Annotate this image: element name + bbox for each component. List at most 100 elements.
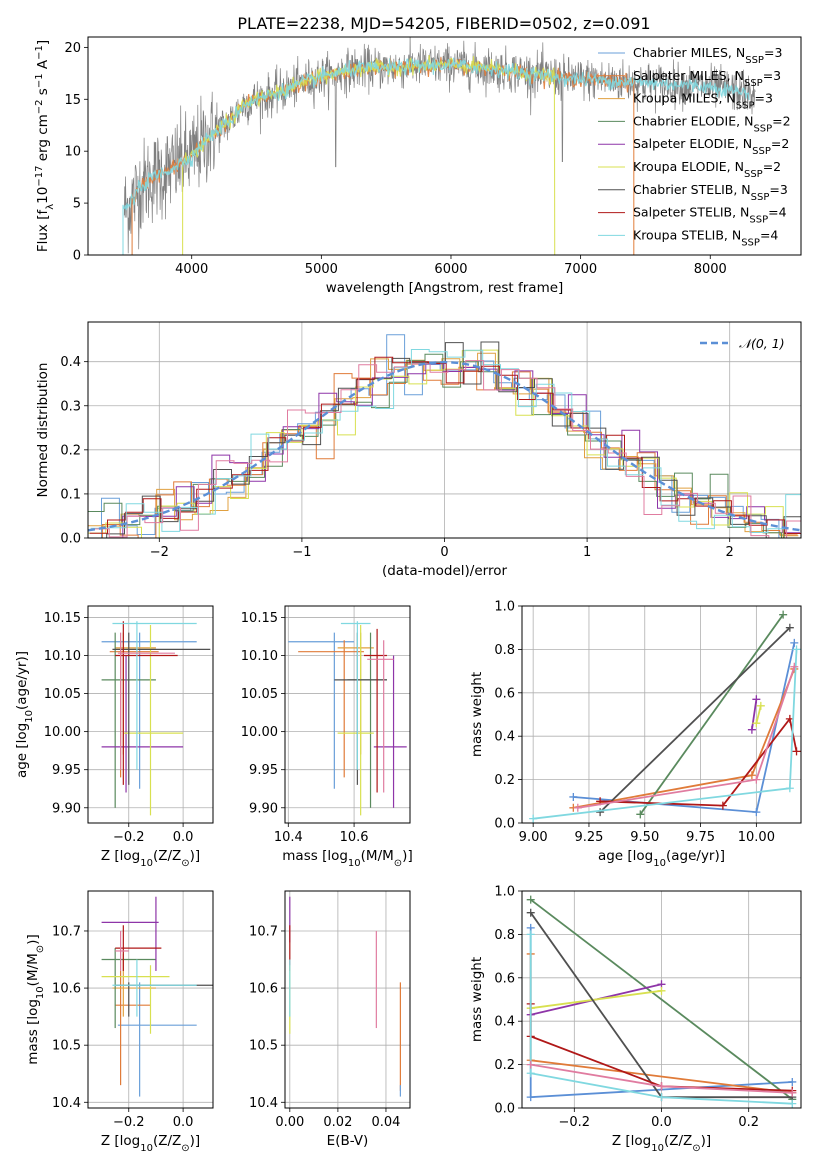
x-axis-label-part: (Z/Z	[153, 848, 181, 864]
weight-point-marker	[573, 803, 582, 812]
x-axis-label: Z [log10(Z/Z⊙)]	[612, 1133, 711, 1154]
weight-point-marker	[785, 623, 794, 632]
legend-entry-part: =3	[769, 182, 787, 197]
weight-point-marker	[747, 771, 756, 780]
age-vs-metallicity-panel: −0.2 0.0 9.90 9.95 10.00 10.05 10.10 10.15 Z [lo…	[14, 605, 214, 869]
axes-frame	[521, 605, 802, 824]
y-tick-label: 15	[64, 93, 81, 108]
weight-point-marker	[788, 1099, 797, 1108]
y-tick-label: 0.6	[494, 686, 515, 701]
y-axis-label-part: s	[35, 88, 51, 99]
weight-series-line	[573, 642, 796, 814]
y-tick-label: 5	[73, 197, 81, 212]
x-axis-label-part: )]	[190, 1133, 201, 1149]
x-axis-label: mass [log10(M/M⊙)]	[282, 848, 412, 869]
legend-entry: Kroupa STELIB, NSSP=4	[633, 227, 778, 248]
y-tick-label: 10.15	[44, 611, 81, 626]
x-axis-label-part: )]	[701, 1133, 712, 1149]
x-axis-label-part: 10	[140, 858, 153, 869]
x-axis-label-part: 10	[653, 858, 666, 869]
legend-entry-part: Chabrier ELODIE, N	[633, 113, 753, 128]
y-tick-label: 0	[73, 249, 81, 264]
y-axis-label-part: age [log	[14, 723, 30, 778]
legend-entry-part: Salpeter STELIB, N	[633, 205, 749, 220]
x-tick-label: 9.00	[519, 830, 548, 845]
histogram-series	[90, 349, 801, 533]
y-tick-label: 10.00	[44, 725, 81, 740]
x-tick-label: 0.0	[173, 830, 194, 845]
legend-entry-part: =2	[772, 113, 790, 128]
weight-point-marker	[526, 1069, 535, 1078]
x-tick-label: −2	[150, 545, 169, 560]
age-vs-mass-panel: 10.4 10.6 9.90 9.95 10.00 10.05 10.10 10.15 mass…	[241, 605, 413, 869]
x-axis-label-part: ⊙	[394, 858, 402, 869]
y-axis-label-part: ]	[35, 40, 51, 45]
x-axis-label-part: 10	[348, 858, 361, 869]
weight-point-marker	[526, 908, 535, 917]
y-axis-label-part: mass [log	[25, 999, 41, 1065]
weight-point-marker	[752, 719, 761, 728]
normal-curve	[88, 360, 801, 532]
y-tick-label: 10.5	[249, 1039, 278, 1054]
y-axis-label: mass [log10(M/M⊙)]	[25, 934, 46, 1064]
y-tick-label: 0.8	[494, 643, 515, 658]
histogram-series	[91, 360, 801, 538]
weight-point-marker	[569, 792, 578, 801]
y-tick-label: 9.95	[249, 763, 278, 778]
x-tick-label: 6000	[434, 262, 467, 277]
weight-point-marker	[788, 1077, 797, 1086]
legend-entry-part: =3	[764, 45, 782, 60]
weight-series-line	[755, 705, 762, 724]
legend-entry-part: SSP	[744, 169, 763, 180]
y-tick-label: 10.05	[241, 687, 278, 702]
weight-point-marker	[790, 638, 799, 647]
weight-series-line	[529, 934, 793, 1105]
y-tick-label: 10.6	[52, 982, 81, 997]
x-axis-label-part: (M/M	[361, 848, 394, 864]
legend-entry-part: Kroupa ELODIE, N	[633, 159, 744, 174]
x-tick-label: 0.2	[738, 1115, 759, 1130]
x-axis-label-part: (data-model)/error	[382, 563, 508, 579]
weight-series-line	[599, 627, 791, 813]
legend-entry: Chabrier ELODIE, NSSP=2	[633, 113, 791, 133]
x-axis-label-part: (age/yr)]	[666, 848, 725, 864]
x-tick-label: 0.02	[323, 1115, 352, 1130]
y-tick-label: 20	[64, 41, 81, 56]
y-axis-label: mass weight	[469, 957, 485, 1042]
x-tick-label: −1	[292, 545, 311, 560]
y-tick-label: 9.95	[52, 763, 81, 778]
weight-series-line	[530, 989, 662, 1010]
x-tick-label: 4000	[175, 262, 208, 277]
x-axis-label-part: ⊙	[181, 858, 189, 869]
weight-point-marker	[788, 1088, 797, 1097]
weight-point-marker	[756, 701, 765, 710]
x-axis-label-part: Z [log	[101, 1133, 140, 1149]
y-axis-label-part: ⊙	[35, 945, 46, 953]
y-tick-label: 10.7	[52, 924, 81, 939]
y-axis-label-part: erg cm	[35, 114, 51, 165]
x-axis-label: E(B-V)	[327, 1133, 369, 1149]
x-tick-label: 0.00	[275, 1115, 304, 1130]
y-tick-label: 0.0	[60, 532, 81, 547]
histogram-series	[88, 363, 801, 538]
legend-entry-part: Chabrier STELIB, N	[633, 182, 751, 197]
legend-entry: Salpeter MILES, NSSP=3	[633, 68, 781, 89]
weight-point-marker	[718, 801, 727, 810]
y-tick-label: 9.90	[52, 801, 81, 816]
y-tick-label: 0.4	[494, 730, 515, 745]
y-tick-label: 0.3	[60, 399, 81, 414]
x-axis-label-part: wavelength [Angstrom, rest frame]	[326, 280, 564, 296]
y-tick-label: 0.2	[494, 773, 515, 788]
y-tick-label: 0.1	[60, 487, 81, 502]
legend-entry-part: SSP	[741, 237, 760, 248]
x-tick-label: 1	[583, 545, 591, 560]
x-tick-label: −0.2	[559, 1115, 591, 1130]
x-axis-label: wavelength [Angstrom, rest frame]	[326, 280, 564, 296]
legend-entry-part: Kroupa MILES, N	[633, 91, 736, 106]
y-axis-label-part: λ	[45, 204, 56, 210]
mass-vs-ebv-panel: 0.00 0.02 0.04 10.4 10.5 10.6 10.7 E(B-V)	[249, 890, 411, 1149]
y-tick-label: 1.0	[494, 885, 515, 900]
y-axis-label-part: −1	[34, 45, 45, 60]
legend-entry: Kroupa ELODIE, NSSP=2	[633, 159, 781, 180]
x-tick-label: 7000	[564, 262, 597, 277]
